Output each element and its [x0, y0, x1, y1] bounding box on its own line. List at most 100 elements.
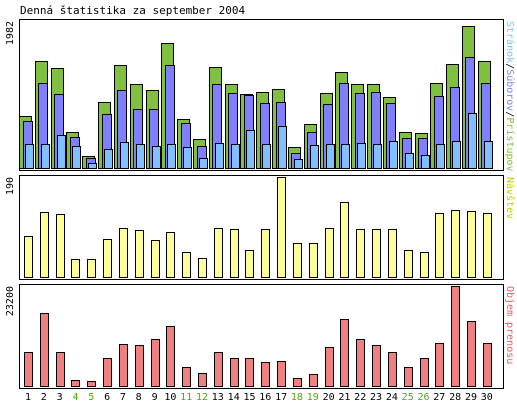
- legend-traffic-segment-0: Stránok: [504, 21, 516, 63]
- bar-traffic-strnok-day-6: [104, 149, 113, 169]
- x-tick-label-day-22: 22: [354, 392, 366, 403]
- bar-volume-day-9: [151, 339, 160, 387]
- x-tick-label-day-8: 8: [136, 392, 142, 403]
- legend-traffic-segment-2: Súborov: [504, 69, 516, 111]
- x-tick-label-day-5: 5: [88, 392, 94, 403]
- bar-traffic-strnok-day-10: [167, 144, 176, 169]
- x-tick-label-day-23: 23: [370, 392, 382, 403]
- bar-volume-day-21: [340, 319, 349, 387]
- ymax-label-visits: 190: [5, 177, 16, 195]
- bar-volume-day-30: [483, 343, 492, 387]
- bar-traffic-strnok-day-29: [468, 113, 477, 169]
- x-tick-label-day-6: 6: [104, 392, 110, 403]
- x-tick-label-day-27: 27: [433, 392, 445, 403]
- bar-traffic-strnok-day-27: [436, 144, 445, 169]
- bar-traffic-strnok-day-21: [341, 144, 350, 169]
- bar-visits-day-26: [420, 252, 429, 278]
- bar-volume-day-5: [87, 381, 96, 387]
- bar-traffic-strnok-day-17: [278, 126, 287, 169]
- legend-traffic-segment-4: Prístupov: [504, 117, 516, 171]
- bar-visits-day-21: [340, 202, 349, 278]
- bar-volume-day-1: [24, 352, 33, 387]
- x-tick-label-day-16: 16: [259, 392, 271, 403]
- bar-volume-day-22: [356, 339, 365, 387]
- bar-volume-day-12: [198, 373, 207, 387]
- x-tick-label-day-1: 1: [25, 392, 31, 403]
- bar-volume-day-14: [230, 358, 239, 387]
- bar-volume-day-15: [245, 358, 254, 387]
- bar-traffic-strnok-day-19: [310, 145, 319, 169]
- x-tick-label-day-19: 19: [307, 392, 319, 403]
- x-tick-label-day-11: 11: [180, 392, 192, 403]
- bar-traffic-strnok-day-23: [373, 144, 382, 169]
- bar-visits-day-2: [40, 212, 49, 278]
- bar-visits-day-12: [198, 258, 207, 278]
- bar-traffic-strnok-day-8: [136, 144, 145, 169]
- bar-traffic-strnok-day-16: [262, 144, 271, 169]
- x-tick-label-day-18: 18: [291, 392, 303, 403]
- bar-volume-day-8: [135, 345, 144, 387]
- bar-traffic-strnok-day-14: [231, 144, 240, 169]
- bar-visits-day-27: [435, 213, 444, 278]
- bar-volume-day-3: [56, 352, 65, 387]
- bar-visits-day-25: [404, 250, 413, 278]
- bar-visits-day-3: [56, 214, 65, 278]
- bar-visits-day-18: [293, 243, 302, 278]
- bar-volume-day-17: [277, 361, 286, 387]
- x-tick-label-day-20: 20: [323, 392, 335, 403]
- legend-traffic-segment-1: /: [504, 63, 515, 69]
- bar-traffic-strnok-day-26: [421, 155, 430, 169]
- x-tick-label-day-25: 25: [402, 392, 414, 403]
- bar-traffic-strnok-day-3: [57, 135, 66, 169]
- bar-visits-day-19: [309, 243, 318, 278]
- bar-traffic-strnok-day-4: [72, 146, 81, 169]
- x-tick-label-day-12: 12: [196, 392, 208, 403]
- x-tick-label-day-29: 29: [465, 392, 477, 403]
- bar-volume-day-2: [40, 313, 49, 387]
- chart-title: Denná štatistika za september 2004: [20, 4, 246, 17]
- bar-visits-day-9: [151, 240, 160, 278]
- bar-traffic-strnok-day-2: [41, 144, 50, 169]
- bar-visits-day-13: [214, 228, 223, 278]
- legend-visits: Návštev: [504, 177, 516, 219]
- x-tick-label-day-3: 3: [57, 392, 63, 403]
- bar-traffic-strnok-day-24: [389, 141, 398, 169]
- bar-traffic-strnok-day-30: [484, 141, 493, 169]
- x-tick-label-day-10: 10: [164, 392, 176, 403]
- bar-volume-day-28: [451, 286, 460, 387]
- bar-visits-day-24: [388, 229, 397, 278]
- legend-visits-segment-0: Návštev: [504, 177, 516, 219]
- bar-visits-day-17: [277, 177, 286, 278]
- bar-visits-day-15: [245, 250, 254, 278]
- bar-traffic-strnok-day-9: [152, 146, 161, 169]
- ymax-label-volume: 23200: [5, 286, 16, 316]
- bar-visits-day-14: [230, 229, 239, 278]
- bars-layer: [19, 26, 493, 387]
- bar-visits-day-1: [24, 236, 33, 278]
- bar-volume-day-26: [420, 358, 429, 387]
- legend-volume: Objem prenosu: [504, 286, 515, 364]
- bar-visits-day-29: [467, 211, 476, 278]
- bar-visits-day-11: [182, 252, 191, 278]
- x-tick-label-day-28: 28: [449, 392, 461, 403]
- x-tick-label-day-17: 17: [275, 392, 287, 403]
- legend-volume-segment-0: Objem prenosu: [504, 286, 515, 364]
- bar-visits-day-4: [71, 259, 80, 278]
- bar-volume-day-6: [103, 358, 112, 387]
- bar-traffic-strnok-day-11: [183, 147, 192, 169]
- bar-visits-day-8: [135, 230, 144, 278]
- x-tick-label-day-14: 14: [228, 392, 240, 403]
- bar-volume-day-20: [325, 347, 334, 387]
- bar-traffic-strnok-day-1: [25, 144, 34, 169]
- bar-volume-day-13: [214, 352, 223, 387]
- bar-volume-day-19: [309, 374, 318, 387]
- bar-volume-day-27: [435, 343, 444, 387]
- bar-visits-day-22: [356, 229, 365, 278]
- x-tick-label-day-30: 30: [481, 392, 493, 403]
- bar-traffic-strnok-day-15: [246, 130, 255, 169]
- bar-visits-day-5: [87, 259, 96, 278]
- bar-volume-day-24: [388, 352, 397, 387]
- bar-traffic-strnok-day-18: [294, 159, 303, 169]
